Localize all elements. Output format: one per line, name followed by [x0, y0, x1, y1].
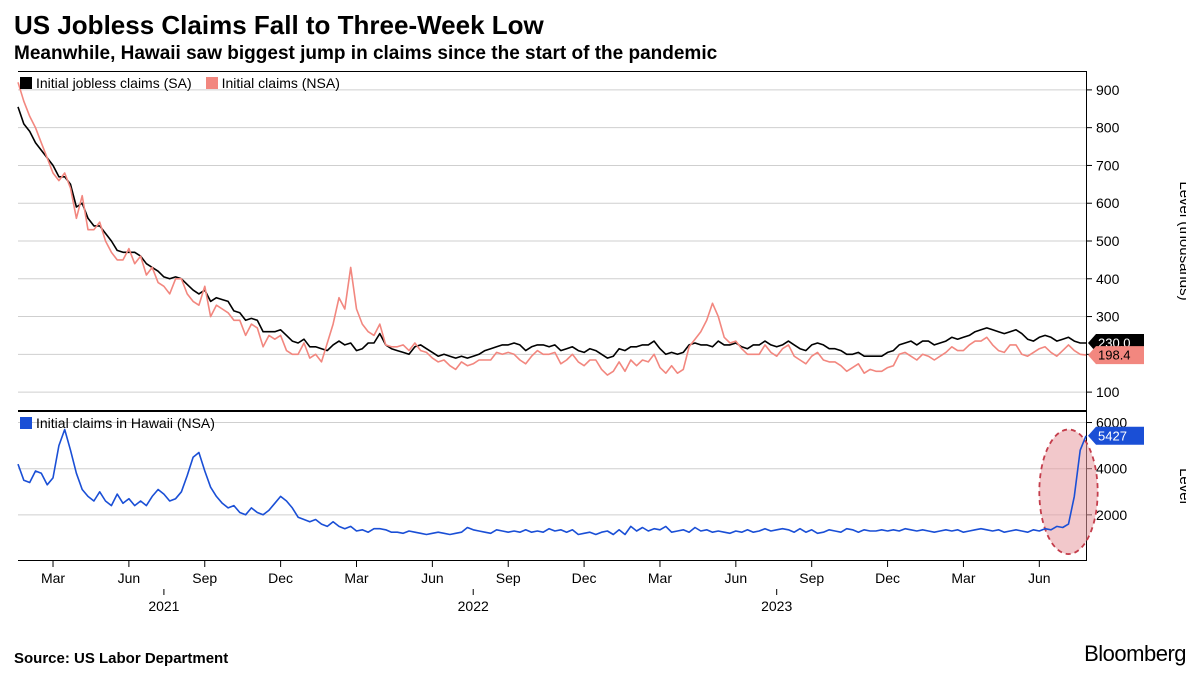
svg-text:Sep: Sep: [496, 570, 521, 586]
svg-text:Jun: Jun: [118, 570, 141, 586]
svg-text:2022: 2022: [458, 598, 489, 614]
legend-swatch: [206, 77, 218, 89]
svg-text:100: 100: [1096, 384, 1120, 400]
x-axis-row: Mar Jun Sep Dec Mar Jun Sep Dec Mar Jun Sep Dec Mar J…: [14, 561, 1186, 623]
svg-text:Level: Level: [1176, 468, 1186, 504]
svg-text:4000: 4000: [1096, 461, 1127, 477]
svg-text:Sep: Sep: [799, 570, 824, 586]
svg-text:600: 600: [1096, 195, 1120, 211]
top-legend: Initial jobless claims (SA) Initial claim…: [20, 75, 340, 91]
svg-text:Dec: Dec: [875, 570, 900, 586]
top-chart: Initial jobless claims (SA) Initial claim…: [14, 71, 1186, 411]
x-axis-svg: Mar Jun Sep Dec Mar Jun Sep Dec Mar Jun Sep Dec Mar J…: [14, 561, 1186, 623]
bottom-chart: Initial claims in Hawaii (NSA) 200040006…: [14, 411, 1186, 561]
legend-swatch: [20, 417, 32, 429]
legend-swatch: [20, 77, 32, 89]
chart-title: US Jobless Claims Fall to Three-Week Low: [14, 10, 1186, 41]
svg-text:Jun: Jun: [725, 570, 748, 586]
chart-subtitle: Meanwhile, Hawaii saw biggest jump in cl…: [14, 43, 1186, 65]
svg-text:5427: 5427: [1098, 428, 1127, 443]
svg-text:2021: 2021: [148, 598, 179, 614]
bottom-legend: Initial claims in Hawaii (NSA): [20, 415, 215, 431]
svg-text:Jun: Jun: [421, 570, 444, 586]
svg-text:800: 800: [1096, 120, 1120, 136]
legend-item: Initial claims in Hawaii (NSA): [20, 415, 215, 431]
svg-text:Sep: Sep: [192, 570, 217, 586]
svg-text:Mar: Mar: [648, 570, 672, 586]
legend-label: Initial claims (NSA): [222, 75, 340, 91]
svg-text:2023: 2023: [761, 598, 792, 614]
svg-text:198.4: 198.4: [1098, 348, 1131, 363]
svg-text:Jun: Jun: [1028, 570, 1051, 586]
svg-text:400: 400: [1096, 271, 1120, 287]
svg-text:Dec: Dec: [572, 570, 597, 586]
source-label: Source: US Labor Department: [14, 650, 228, 667]
brand-label: Bloomberg: [1084, 641, 1186, 667]
legend-label: Initial claims in Hawaii (NSA): [36, 415, 215, 431]
footer: Source: US Labor Department Bloomberg: [14, 637, 1186, 667]
svg-text:500: 500: [1096, 233, 1120, 249]
legend-item: Initial claims (NSA): [206, 75, 340, 91]
svg-text:Dec: Dec: [268, 570, 293, 586]
bottom-chart-svg: 2000400060005427Level: [14, 411, 1186, 561]
svg-text:Level (thousands): Level (thousands): [1176, 181, 1186, 300]
svg-text:Mar: Mar: [344, 570, 368, 586]
legend-label: Initial jobless claims (SA): [36, 75, 192, 91]
svg-text:700: 700: [1096, 157, 1120, 173]
legend-item: Initial jobless claims (SA): [20, 75, 192, 91]
top-chart-svg: 100200300400500600700800900230.0198.4Lev…: [14, 71, 1186, 411]
svg-text:Mar: Mar: [41, 570, 65, 586]
svg-text:2000: 2000: [1096, 507, 1127, 523]
svg-text:Mar: Mar: [951, 570, 975, 586]
svg-text:900: 900: [1096, 82, 1120, 98]
svg-text:300: 300: [1096, 309, 1120, 325]
